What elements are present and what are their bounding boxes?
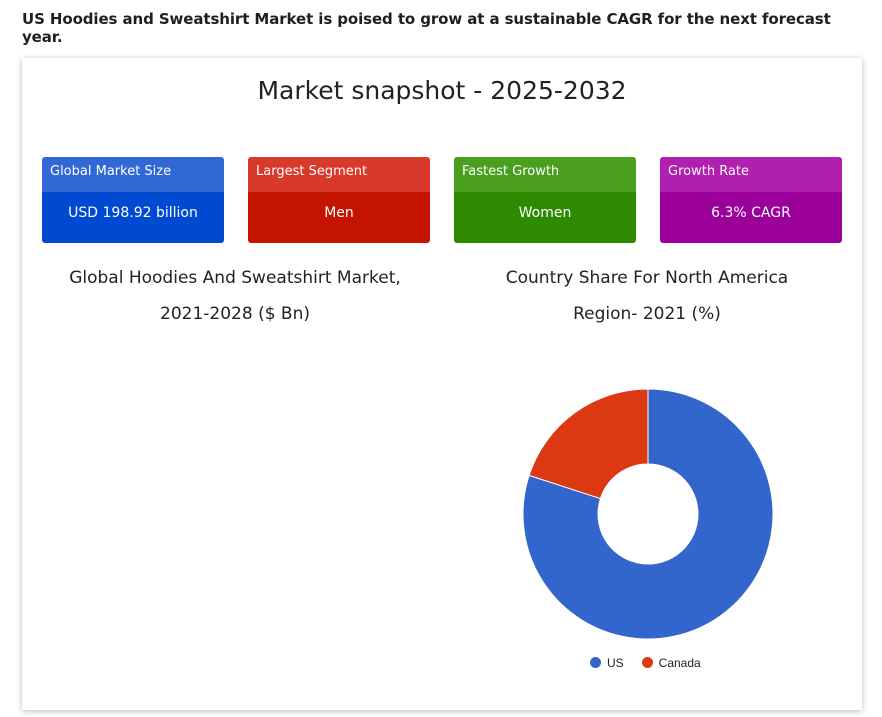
stat-value: Women — [454, 192, 636, 243]
stat-label: Global Market Size — [42, 157, 224, 192]
donut-slice-us — [522, 388, 774, 640]
stat-fastest-growth: Fastest Growth Women — [454, 157, 636, 243]
stat-value: 6.3% CAGR — [660, 192, 842, 243]
stat-value: Men — [248, 192, 430, 243]
stat-growth-rate: Growth Rate 6.3% CAGR — [660, 157, 842, 243]
legend-item-canada: Canada — [641, 656, 701, 670]
right-chart-title-line2: Region- 2021 (%) — [573, 304, 721, 324]
stat-label: Growth Rate — [660, 157, 842, 192]
legend-swatch — [590, 657, 601, 668]
legend-label: US — [607, 656, 624, 670]
donut-slice-canada — [528, 388, 649, 500]
legend-swatch — [641, 657, 653, 668]
legend-label: Canada — [658, 656, 701, 670]
legend-item-us: US — [590, 656, 624, 670]
page-headline: US Hoodies and Sweatshirt Market is pois… — [22, 10, 831, 46]
stat-label: Largest Segment — [248, 157, 430, 192]
right-chart-title-line1: Country Share For North America — [505, 268, 789, 288]
stat-largest-segment: Largest Segment Men — [248, 157, 430, 243]
left-chart-title: Global Hoodies And Sweatshirt Market, 20… — [30, 260, 440, 332]
left-chart-title-line2: 2021-2028 ($ Bn) — [160, 304, 310, 324]
stat-label: Fastest Growth — [454, 157, 636, 192]
stat-value: USD 198.92 billion — [42, 192, 224, 243]
donut-chart — [522, 388, 774, 640]
market-snapshot-card: Market snapshot - 2025-2032 Global Marke… — [22, 58, 862, 710]
snapshot-title: Market snapshot - 2025-2032 — [257, 76, 627, 105]
right-chart-title: Country Share For North America Region- … — [442, 260, 852, 332]
chart-legend: US Canada — [590, 656, 719, 670]
left-chart-title-line1: Global Hoodies And Sweatshirt Market, — [69, 268, 401, 288]
stat-global-market-size: Global Market Size USD 198.92 billion — [42, 157, 224, 243]
